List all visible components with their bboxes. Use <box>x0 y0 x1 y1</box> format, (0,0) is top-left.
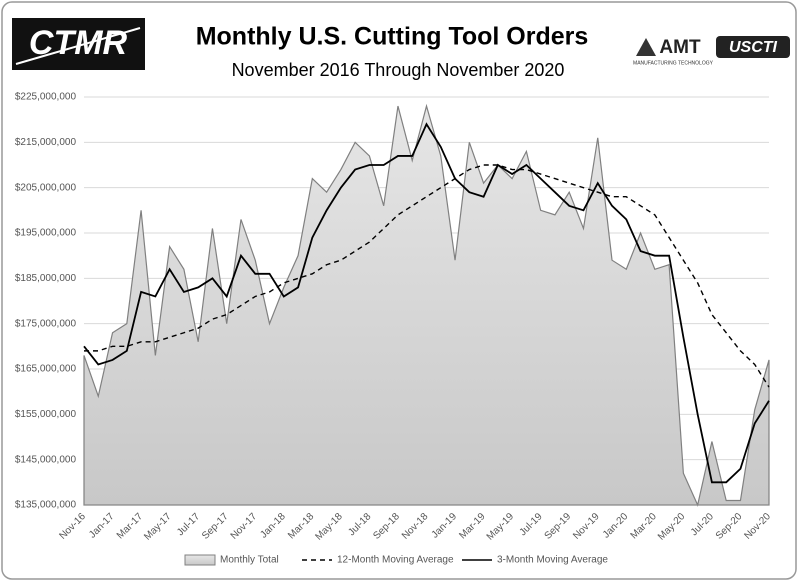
line <box>83 122 770 484</box>
chart-subtitle: November 2016 Through November 2020 <box>232 60 565 80</box>
y-tick-label: $205,000,000 <box>15 182 77 193</box>
legend-label: 12-Month Moving Average <box>337 555 454 566</box>
chart-title: Monthly U.S. Cutting Tool Orders <box>196 23 589 51</box>
y-tick-label: $175,000,000 <box>15 318 77 329</box>
line <box>84 164 770 388</box>
ctmr-logo <box>12 18 145 70</box>
legend-swatch <box>184 554 216 566</box>
y-tick-label: $215,000,000 <box>15 137 77 148</box>
uscti-logo-box <box>716 36 790 58</box>
legend-label: 3-Month Moving Average <box>497 555 608 566</box>
y-tick-label: $165,000,000 <box>15 364 77 375</box>
y-tick-label: $145,000,000 <box>15 454 77 465</box>
y-tick-label: $155,000,000 <box>15 409 77 420</box>
y-tick-label: $135,000,000 <box>15 500 77 511</box>
amt-logo: AMT <box>659 37 701 58</box>
ctmr-logo-stroke <box>15 27 141 65</box>
legend-label: Monthly Total <box>220 555 279 566</box>
area <box>83 103 770 507</box>
y-tick-label: $225,000,000 <box>15 92 77 103</box>
amt-sub: MANUFACTURING TECHNOLOGY <box>633 60 714 66</box>
uscti-logo: USCTI <box>729 39 778 56</box>
y-tick-label: $195,000,000 <box>15 228 77 239</box>
amt-icon <box>636 38 656 56</box>
y-tick-label: $185,000,000 <box>15 273 77 284</box>
